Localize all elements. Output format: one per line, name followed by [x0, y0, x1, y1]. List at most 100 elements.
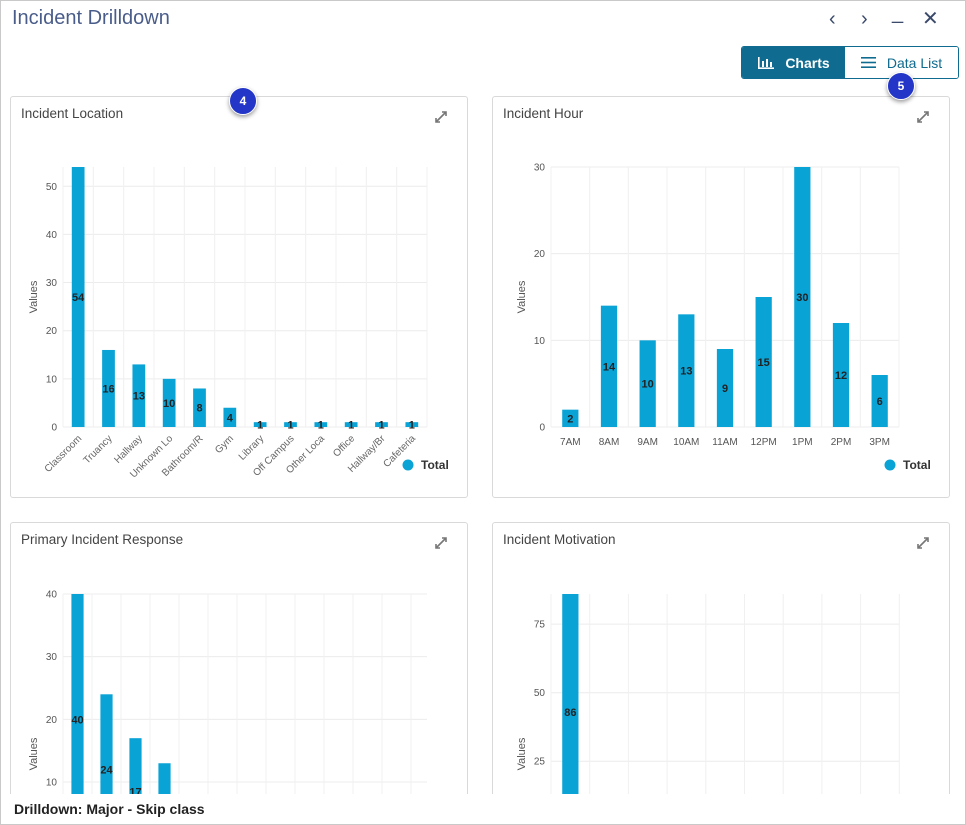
bar[interactable]: [132, 364, 146, 427]
expand-icon[interactable]: [915, 109, 931, 125]
step-badge-4: 4: [229, 87, 257, 115]
bar[interactable]: [871, 375, 888, 427]
data-label: 10: [163, 398, 175, 410]
y-tick-label: 20: [534, 249, 546, 260]
panel-title: Incident Motivation: [503, 532, 616, 547]
incident-location-chart: 0 10 20 30 40 50 Values 54 16 13 10 8 4 1 1 1 1 1 1 Classro…: [28, 167, 449, 480]
bar[interactable]: [223, 407, 237, 427]
y-tick-label: 10: [534, 336, 546, 347]
data-label: 1: [409, 420, 415, 432]
view-toggle: Charts Data List: [741, 46, 959, 79]
bar[interactable]: [71, 594, 84, 804]
data-label: 12: [835, 370, 847, 382]
data-label: 14: [603, 361, 616, 373]
x-tick-label: 8AM: [599, 437, 620, 448]
x-tick-label: 10AM: [673, 437, 699, 448]
incident-hour-panel: Incident Hour 0 10 20 30 Values 2 14 10 13 9 15 30 1…: [492, 96, 950, 498]
data-label: 9: [722, 383, 728, 395]
panel-title: Primary Incident Response: [21, 532, 184, 547]
bar[interactable]: [158, 763, 171, 804]
close-icon[interactable]: ✕: [922, 8, 939, 30]
bar[interactable]: [375, 422, 388, 427]
bar[interactable]: [344, 422, 358, 427]
legend-label[interactable]: Total: [421, 458, 449, 472]
bar[interactable]: [102, 349, 115, 427]
bar[interactable]: [794, 167, 811, 427]
x-tick-label: Office: [331, 433, 357, 459]
charts-button[interactable]: Charts: [742, 47, 845, 78]
y-axis-label: Values: [28, 280, 40, 313]
bar[interactable]: [716, 349, 734, 427]
data-label: 8: [196, 403, 202, 415]
data-list-label: Data List: [886, 54, 943, 71]
panel-title: Incident Hour: [503, 106, 584, 121]
x-tick-label: Classroom: [43, 433, 85, 475]
primary-incident-response-panel: Primary Incident Response 10 20 30 40 Values…: [10, 522, 468, 814]
y-axis-label: Values: [516, 737, 528, 770]
y-tick-label: 10: [46, 778, 58, 789]
x-tick-label: 7AM: [560, 437, 581, 448]
y-tick-label: 20: [46, 715, 58, 726]
data-label: 1: [378, 420, 384, 432]
y-tick-label: 75: [534, 620, 546, 631]
x-tick-label: 3PM: [869, 437, 890, 448]
y-tick-label: 10: [46, 374, 58, 385]
bar[interactable]: [562, 594, 579, 804]
data-label: 24: [100, 765, 113, 777]
legend-marker[interactable]: [884, 459, 896, 471]
next-icon[interactable]: ›: [861, 8, 868, 30]
minimize-icon[interactable]: _: [892, 2, 904, 24]
drilldown-footer: Drilldown: Major - Skip class: [1, 794, 965, 824]
x-tick-label: Truancy: [82, 433, 115, 466]
data-label: 13: [680, 366, 692, 378]
bar[interactable]: [162, 378, 176, 427]
bar[interactable]: [193, 388, 206, 427]
bar[interactable]: [639, 340, 656, 427]
y-axis-label: Values: [28, 737, 40, 770]
y-tick-label: 30: [46, 278, 58, 289]
step-badge-5: 5: [887, 72, 915, 100]
y-tick-label: 40: [46, 590, 58, 601]
y-tick-label: 0: [51, 423, 57, 434]
data-label: 40: [71, 714, 83, 726]
y-tick-label: 30: [46, 652, 58, 663]
data-label: 4: [227, 412, 234, 424]
data-label: 1: [287, 420, 293, 432]
expand-icon[interactable]: [433, 109, 449, 125]
data-label: 1: [257, 420, 263, 432]
bar[interactable]: [284, 422, 297, 427]
legend-label[interactable]: Total: [903, 458, 931, 472]
bar[interactable]: [755, 297, 772, 427]
list-icon: [860, 57, 876, 68]
window-title: Incident Drilldown: [12, 7, 170, 29]
bar[interactable]: [678, 314, 695, 427]
bar[interactable]: [253, 422, 267, 427]
x-tick-label: 12PM: [751, 437, 777, 448]
bar[interactable]: [600, 305, 618, 427]
incident-location-panel: Incident Location 0 10 20 30 40 50 Values 54 16 1…: [10, 96, 468, 498]
data-label: 30: [796, 292, 808, 304]
incident-motivation-chart: 25 50 75 Values 86: [516, 594, 900, 804]
bar[interactable]: [71, 167, 85, 427]
primary-incident-response-chart: 10203040Values40241713: [28, 590, 427, 811]
bar[interactable]: [405, 422, 419, 427]
bar[interactable]: [314, 422, 328, 427]
legend-marker[interactable]: [402, 459, 414, 471]
previous-icon[interactable]: ‹: [829, 8, 836, 30]
expand-icon[interactable]: [433, 535, 449, 551]
data-label: 15: [758, 357, 770, 369]
bar[interactable]: [562, 409, 579, 427]
data-label: 6: [877, 396, 883, 408]
x-tick-label: 1PM: [792, 437, 813, 448]
panel-title: Incident Location: [21, 106, 124, 121]
bar[interactable]: [100, 694, 113, 804]
bar[interactable]: [832, 323, 850, 427]
expand-icon[interactable]: [915, 535, 931, 551]
data-label: 1: [348, 420, 354, 432]
bar[interactable]: [129, 738, 142, 804]
data-label: 13: [133, 391, 145, 403]
y-tick-label: 0: [539, 423, 545, 434]
data-label: 54: [72, 292, 85, 304]
y-tick-label: 20: [46, 326, 58, 337]
